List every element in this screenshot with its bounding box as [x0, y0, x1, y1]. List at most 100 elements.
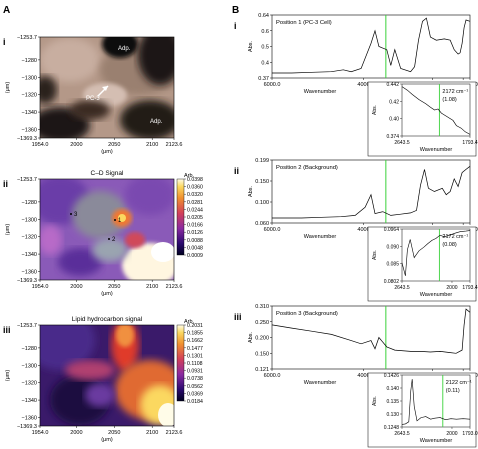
- colorbar-tick-label: 0.0184: [187, 399, 203, 405]
- pc3-label: PC-3: [86, 96, 100, 102]
- y-tick-label: −1300: [22, 75, 37, 81]
- x-tick-label: 6000.0: [264, 82, 281, 88]
- map-axis-group: −1253.7 −1280 −1300 −1320 −1340 −1360 −1369.3 (…: [5, 177, 182, 297]
- inset-peak-label: 2172 cm⁻¹: [442, 89, 468, 95]
- inset-trace: [401, 86, 471, 135]
- inset-x-axis-label: Wavenumber: [420, 292, 453, 298]
- colorbar-tick-label: 0.2031: [187, 323, 203, 329]
- point-3-label: 3: [74, 212, 78, 218]
- inset-y-tick-label: 0.140: [386, 386, 399, 392]
- inset-trace: [401, 379, 471, 425]
- x-tick-label: 2123.6: [166, 142, 183, 148]
- y-tick-label: −1253.7: [17, 323, 37, 329]
- spectrum-roman: i: [234, 21, 237, 31]
- lipid-colorbar: [176, 324, 185, 402]
- y-tick-label: −1360: [22, 269, 37, 275]
- x-axis-label: Wavenumber: [304, 234, 337, 240]
- colorbar-tick-label: 0.0398: [187, 177, 203, 183]
- point-2-marker: [108, 238, 110, 240]
- panel-b-letter: B: [232, 5, 239, 16]
- x-tick-label: 2000: [70, 142, 82, 148]
- colorbar-tick-label: 0.0166: [187, 223, 203, 229]
- spectrum-trace: [271, 308, 471, 354]
- inset-trace: [401, 230, 471, 276]
- inset-value-label: (1.08): [442, 97, 457, 103]
- x-tick-label: 6000.0: [264, 373, 281, 379]
- y-tick-label: 0.4: [261, 60, 269, 66]
- inset-x-tick-label: 1793.4: [462, 140, 478, 146]
- inset-peak-label: 2172 cm⁻¹: [442, 234, 468, 240]
- cd-heatmap-image: [40, 179, 174, 280]
- panel-a-letter: A: [3, 5, 10, 16]
- y-tick-label: 0.6: [261, 29, 269, 35]
- inset-x-tick-label: 2000: [446, 285, 457, 291]
- y-tick-label: 0.37: [258, 76, 269, 82]
- colorbar-tick-label: 0.1477: [187, 346, 203, 352]
- map-ii-roman: ii: [3, 179, 8, 189]
- y-axis-label: (μm): [5, 370, 11, 382]
- y-axis-label: Abs.: [248, 332, 254, 343]
- inset-frame: [401, 83, 471, 137]
- y-tick-label: −1369.3: [17, 424, 37, 430]
- y-tick-label: 0.250: [255, 320, 269, 326]
- map-iii-roman: iii: [3, 325, 11, 335]
- spectrum-inset: 0.0964 0.090 0.085 0.0802 Abs. 2643.5 2000 1793…: [367, 226, 478, 302]
- map-axis-group: −1253.7 −1280 −1300 −1320 −1340 −1360 −1369.3 (…: [5, 35, 182, 155]
- inset-y-tick-label: 0.1248: [384, 425, 400, 431]
- spectrum-panel: iii Position 3 (Background) 0.310 0.250 0.20…: [234, 304, 478, 448]
- y-axis-label: Abs.: [248, 186, 254, 197]
- inset-peak-label: 2122 cm⁻¹: [446, 380, 472, 386]
- cd-colorbar-unit: Arb.: [184, 173, 195, 179]
- x-tick-label: 2100: [146, 430, 158, 436]
- colorbar-tick-label: 0.0281: [187, 200, 203, 206]
- inset-x-axis-label: Wavenumber: [420, 147, 453, 153]
- inset-x-tick-label: 1793.0: [462, 431, 478, 437]
- micrograph-image: [40, 37, 174, 138]
- x-tick-label: 2000: [70, 284, 82, 290]
- adp-label-bottom: Adp.: [150, 119, 163, 125]
- inset-value-label: (0.08): [442, 242, 457, 248]
- spectrum-panel: ii Position 2 (Background) 0.199 0.150 0.100…: [234, 158, 478, 302]
- spectrum-panel: i Position 1 (PC-3 Cell) 0.64 0.6 0.5 0.4 0.37…: [234, 13, 478, 157]
- y-tick-label: −1320: [22, 381, 37, 387]
- y-tick-label: −1300: [22, 217, 37, 223]
- y-axis-label: Abs.: [248, 41, 254, 52]
- colorbar-tick-label: 0.0244: [187, 207, 203, 213]
- y-tick-label: −1280: [22, 346, 37, 352]
- inset-x-tick-label: 2643.5: [394, 140, 410, 146]
- y-tick-label: −1340: [22, 398, 37, 404]
- inset-y-tick-label: 0.42: [389, 99, 399, 105]
- x-tick-label: 4000: [357, 373, 369, 379]
- inset-y-tick-label: 0.0964: [384, 227, 400, 233]
- pc3-arrowhead: [102, 86, 108, 91]
- x-axis-label: (μm): [101, 291, 113, 297]
- spectrum-title: Position 3 (Background): [276, 311, 338, 317]
- point-1-label: 1: [118, 218, 122, 224]
- map-iii: iii Lipid hydrocarbon signal Arb. 0.2031…: [3, 316, 203, 427]
- lipid-heatmap-image: [40, 325, 174, 426]
- spectrum-title: Position 1 (PC-3 Cell): [276, 20, 332, 26]
- inset-frame: [401, 228, 471, 282]
- x-tick-label: 4000: [357, 82, 369, 88]
- y-tick-label: −1300: [22, 363, 37, 369]
- x-tick-label: 2100: [146, 284, 158, 290]
- point-2-label: 2: [112, 237, 116, 243]
- x-axis-label: (μm): [101, 437, 113, 443]
- spectrum-roman: iii: [234, 312, 242, 322]
- x-tick-label: 6000.0: [264, 227, 281, 233]
- lipid-colorbar-unit: Arb.: [184, 319, 195, 325]
- y-tick-label: −1320: [22, 93, 37, 99]
- colorbar-tick-label: 0.0088: [187, 238, 203, 244]
- colorbar-tick-label: 0.1855: [187, 331, 203, 337]
- y-tick-label: 0.121: [255, 367, 269, 373]
- colorbar-tick-label: 0.0320: [187, 192, 203, 198]
- x-tick-label: 2100: [146, 142, 158, 148]
- y-tick-label: −1369.3: [17, 278, 37, 284]
- inset-x-axis-label: Wavenumber: [420, 438, 453, 444]
- inset-outer-frame: [367, 226, 477, 302]
- colorbar-tick-label: 0.0931: [187, 369, 203, 375]
- inset-y-tick-label: 0.085: [386, 262, 399, 268]
- y-axis-label: (μm): [5, 82, 11, 94]
- y-tick-label: −1360: [22, 415, 37, 421]
